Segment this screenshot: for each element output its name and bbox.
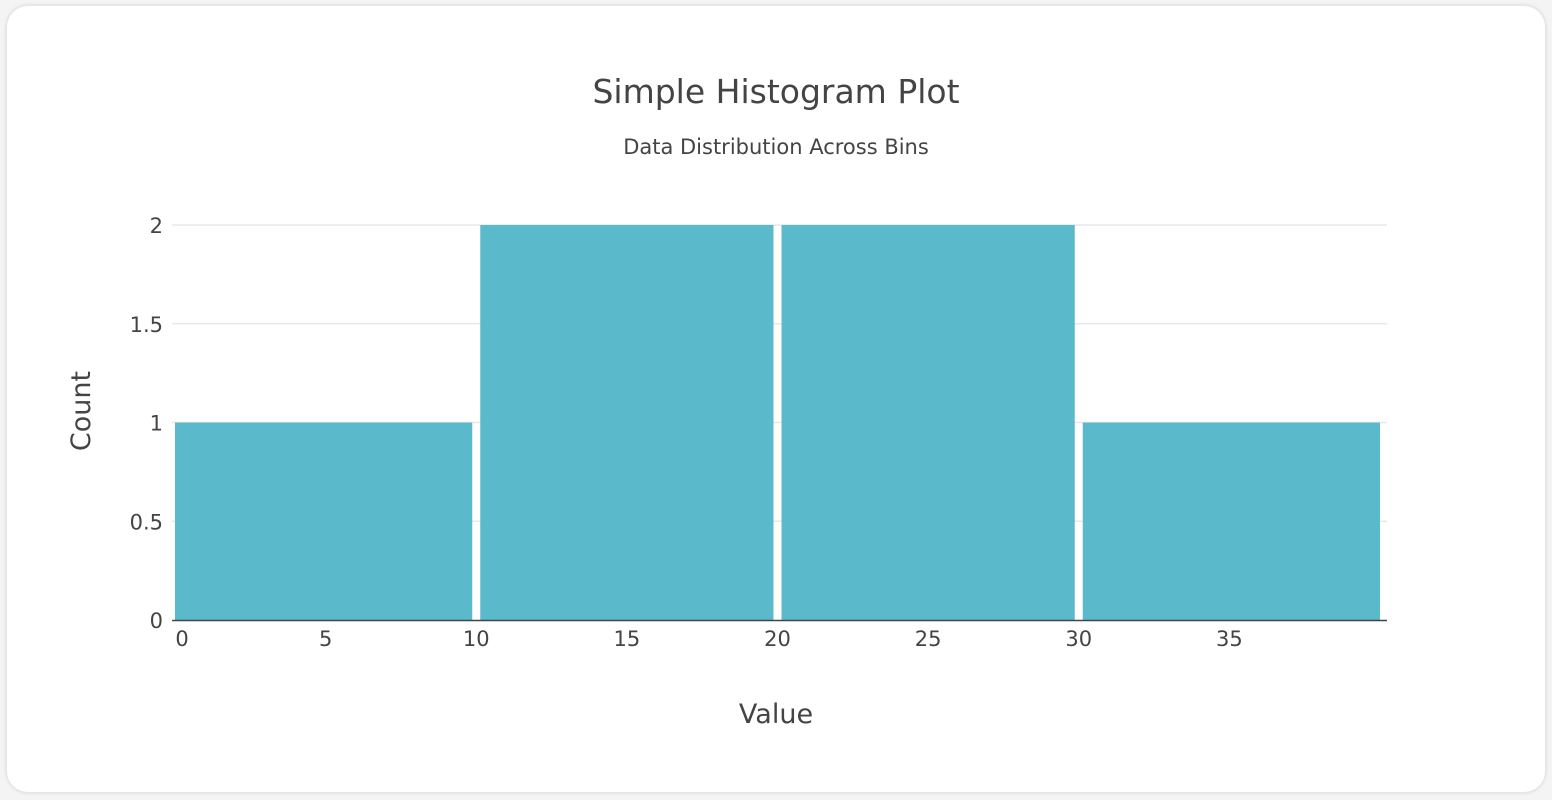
y-tick-label: 2 — [150, 214, 163, 238]
chart-card — [6, 5, 1546, 793]
chart-subtitle: Data Distribution Across Bins — [623, 135, 929, 159]
histogram-bar — [1082, 422, 1380, 620]
x-tick-label: 0 — [175, 627, 188, 651]
y-tick-label: 0 — [150, 609, 163, 633]
bars — [175, 225, 1380, 620]
x-tick-label: 5 — [319, 627, 332, 651]
x-tick-label: 20 — [764, 627, 791, 651]
x-tick-label: 35 — [1216, 627, 1243, 651]
x-tick-label: 30 — [1065, 627, 1092, 651]
histogram-bar — [480, 225, 774, 620]
y-tick-label: 1.5 — [130, 313, 163, 337]
y-axis-title: Count — [66, 371, 97, 451]
x-tick-labels: 0 5 10 15 20 25 30 35 — [175, 627, 1242, 651]
x-tick-label: 25 — [915, 627, 942, 651]
y-tick-label: 1 — [150, 412, 163, 436]
y-tick-labels: 0 0.5 1 1.5 2 — [130, 214, 163, 633]
x-tick-label: 10 — [463, 627, 490, 651]
chart-title: Simple Histogram Plot — [592, 72, 959, 111]
x-tick-label: 15 — [614, 627, 641, 651]
histogram-bar — [781, 225, 1075, 620]
y-tick-label: 0.5 — [130, 510, 163, 534]
x-axis-title: Value — [739, 699, 813, 730]
histogram-bar — [175, 422, 473, 620]
